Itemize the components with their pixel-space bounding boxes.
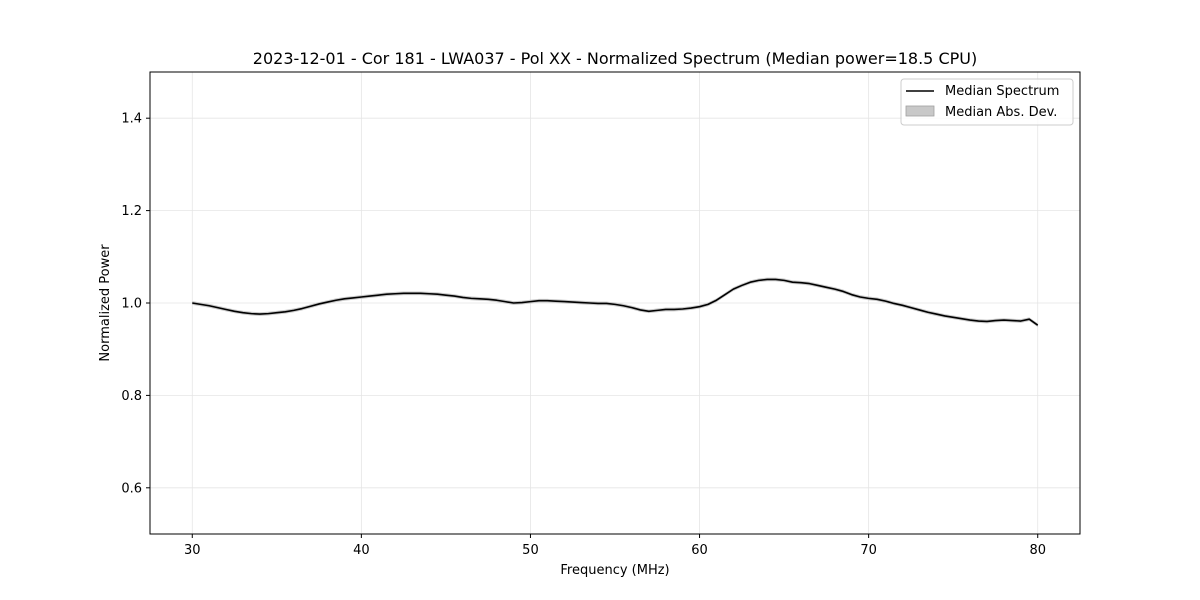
legend-entry-median-spectrum: Median Spectrum [945, 84, 1059, 99]
legend-entry-median-abs-dev: Median Abs. Dev. [945, 105, 1057, 120]
median-line-layer [192, 278, 1039, 326]
x-axis-ticks: 30 40 50 60 70 80 [184, 534, 1046, 558]
chart-title: 2023-12-01 - Cor 181 - LWA037 - Pol XX -… [253, 49, 977, 68]
x-tick-label: 80 [1029, 543, 1046, 558]
x-axis-label: Frequency (MHz) [560, 563, 669, 578]
x-tick-label: 50 [522, 543, 539, 558]
y-tick-label: 0.6 [121, 481, 142, 496]
median-spectrum-line [192, 278, 1039, 326]
y-tick-label: 0.8 [121, 389, 142, 404]
y-tick-label: 1.2 [121, 204, 142, 219]
x-tick-label: 30 [184, 543, 201, 558]
legend-band-swatch [905, 105, 935, 117]
x-tick-label: 40 [353, 543, 370, 558]
y-axis-ticks: 0.6 0.8 1.0 1.2 1.4 [121, 112, 150, 496]
x-tick-label: 70 [860, 543, 877, 558]
y-axis-label: Normalized Power [98, 244, 113, 362]
y-tick-label: 1.0 [121, 297, 142, 312]
x-tick-label: 60 [691, 543, 708, 558]
y-tick-label: 1.4 [121, 112, 142, 127]
legend: Median Spectrum Median Abs. Dev. [900, 78, 1074, 126]
legend-frame [900, 78, 1074, 126]
